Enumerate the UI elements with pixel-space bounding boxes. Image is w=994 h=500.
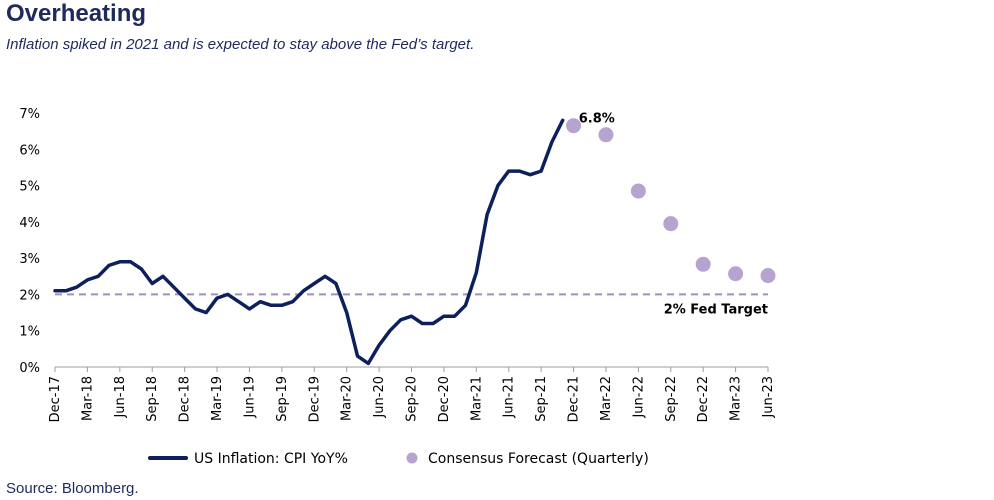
x-tick-label: Mar-22 — [599, 376, 614, 421]
y-tick-label: 2% — [19, 288, 40, 303]
y-tick-label: 6% — [19, 143, 40, 158]
x-tick-label: Mar-19 — [210, 376, 225, 421]
forecast-point — [695, 256, 711, 272]
forecast-point — [728, 266, 744, 282]
y-tick-label: 0% — [19, 361, 40, 376]
x-tick-label: Dec-17 — [48, 376, 63, 422]
x-tick-label: Mar-23 — [729, 376, 744, 421]
y-tick-label: 7% — [19, 107, 40, 122]
x-tick-label: Jun-22 — [631, 376, 646, 419]
x-tick-label: Jun-21 — [502, 376, 517, 419]
x-tick-label: Dec-18 — [178, 376, 193, 422]
y-tick-label: 3% — [19, 252, 40, 267]
x-tick-label: Jun-19 — [242, 376, 257, 419]
legend-dot-swatch — [406, 452, 418, 464]
x-tick-label: Mar-20 — [340, 376, 355, 421]
cpi-line — [53, 118, 565, 366]
x-tick-label: Jun-20 — [372, 376, 387, 419]
annotations: 6.8% — [579, 111, 615, 126]
source-note: Source: Bloomberg. — [6, 480, 139, 497]
forecast-point — [598, 127, 614, 143]
forecast-point — [663, 216, 679, 232]
legend-label-forecast: Consensus Forecast (Quarterly) — [428, 451, 649, 467]
chart-subtitle: Inflation spiked in 2021 and is expected… — [6, 36, 475, 53]
x-tick-label: Dec-20 — [437, 376, 452, 422]
x-tick-label: Mar-18 — [80, 376, 95, 421]
x-tick-label: Sep-19 — [275, 376, 290, 422]
forecast-point — [760, 268, 776, 284]
forecast-series — [566, 118, 776, 284]
x-tick-label: Sep-20 — [405, 376, 420, 422]
legend: US Inflation: CPI YoY% Consensus Forecast… — [148, 451, 649, 467]
x-tick-label: Sep-18 — [145, 376, 160, 422]
peak-annotation: 6.8% — [579, 111, 615, 126]
x-tick-label: Jun-18 — [113, 376, 128, 419]
forecast-point — [630, 183, 646, 199]
x-tick-label: Sep-21 — [534, 376, 549, 422]
forecast-point — [566, 118, 582, 134]
x-tick-label: Dec-22 — [696, 376, 711, 422]
fed-target-line: 2% Fed Target — [55, 293, 768, 317]
cpi-series — [53, 118, 565, 366]
y-tick-label: 4% — [19, 216, 40, 231]
y-axis: 0% 1% 2% 3% 4% 5% 6% 7% — [19, 107, 40, 376]
x-tick-label: Dec-19 — [307, 376, 322, 422]
chart-title: Overheating — [6, 0, 147, 27]
fed-target-label: 2% Fed Target — [664, 302, 768, 317]
x-axis: Dec-17 Mar-18 Jun-18 Sep-18 Dec-18 Mar-19 Jun-… — [48, 366, 776, 422]
inflation-chart: 0% 1% 2% 3% 4% 5% 6% 7% Dec-17 Mar-18 Jun-18 Sep-1… — [19, 107, 776, 467]
x-tick-label: Sep-22 — [664, 376, 679, 422]
x-tick-label: Mar-21 — [469, 376, 484, 421]
y-tick-label: 1% — [19, 325, 40, 340]
legend-label-cpi: US Inflation: CPI YoY% — [194, 451, 348, 467]
x-tick-label: Jun-23 — [761, 376, 776, 419]
y-tick-label: 5% — [19, 180, 40, 195]
x-tick-label: Dec-21 — [567, 376, 582, 422]
